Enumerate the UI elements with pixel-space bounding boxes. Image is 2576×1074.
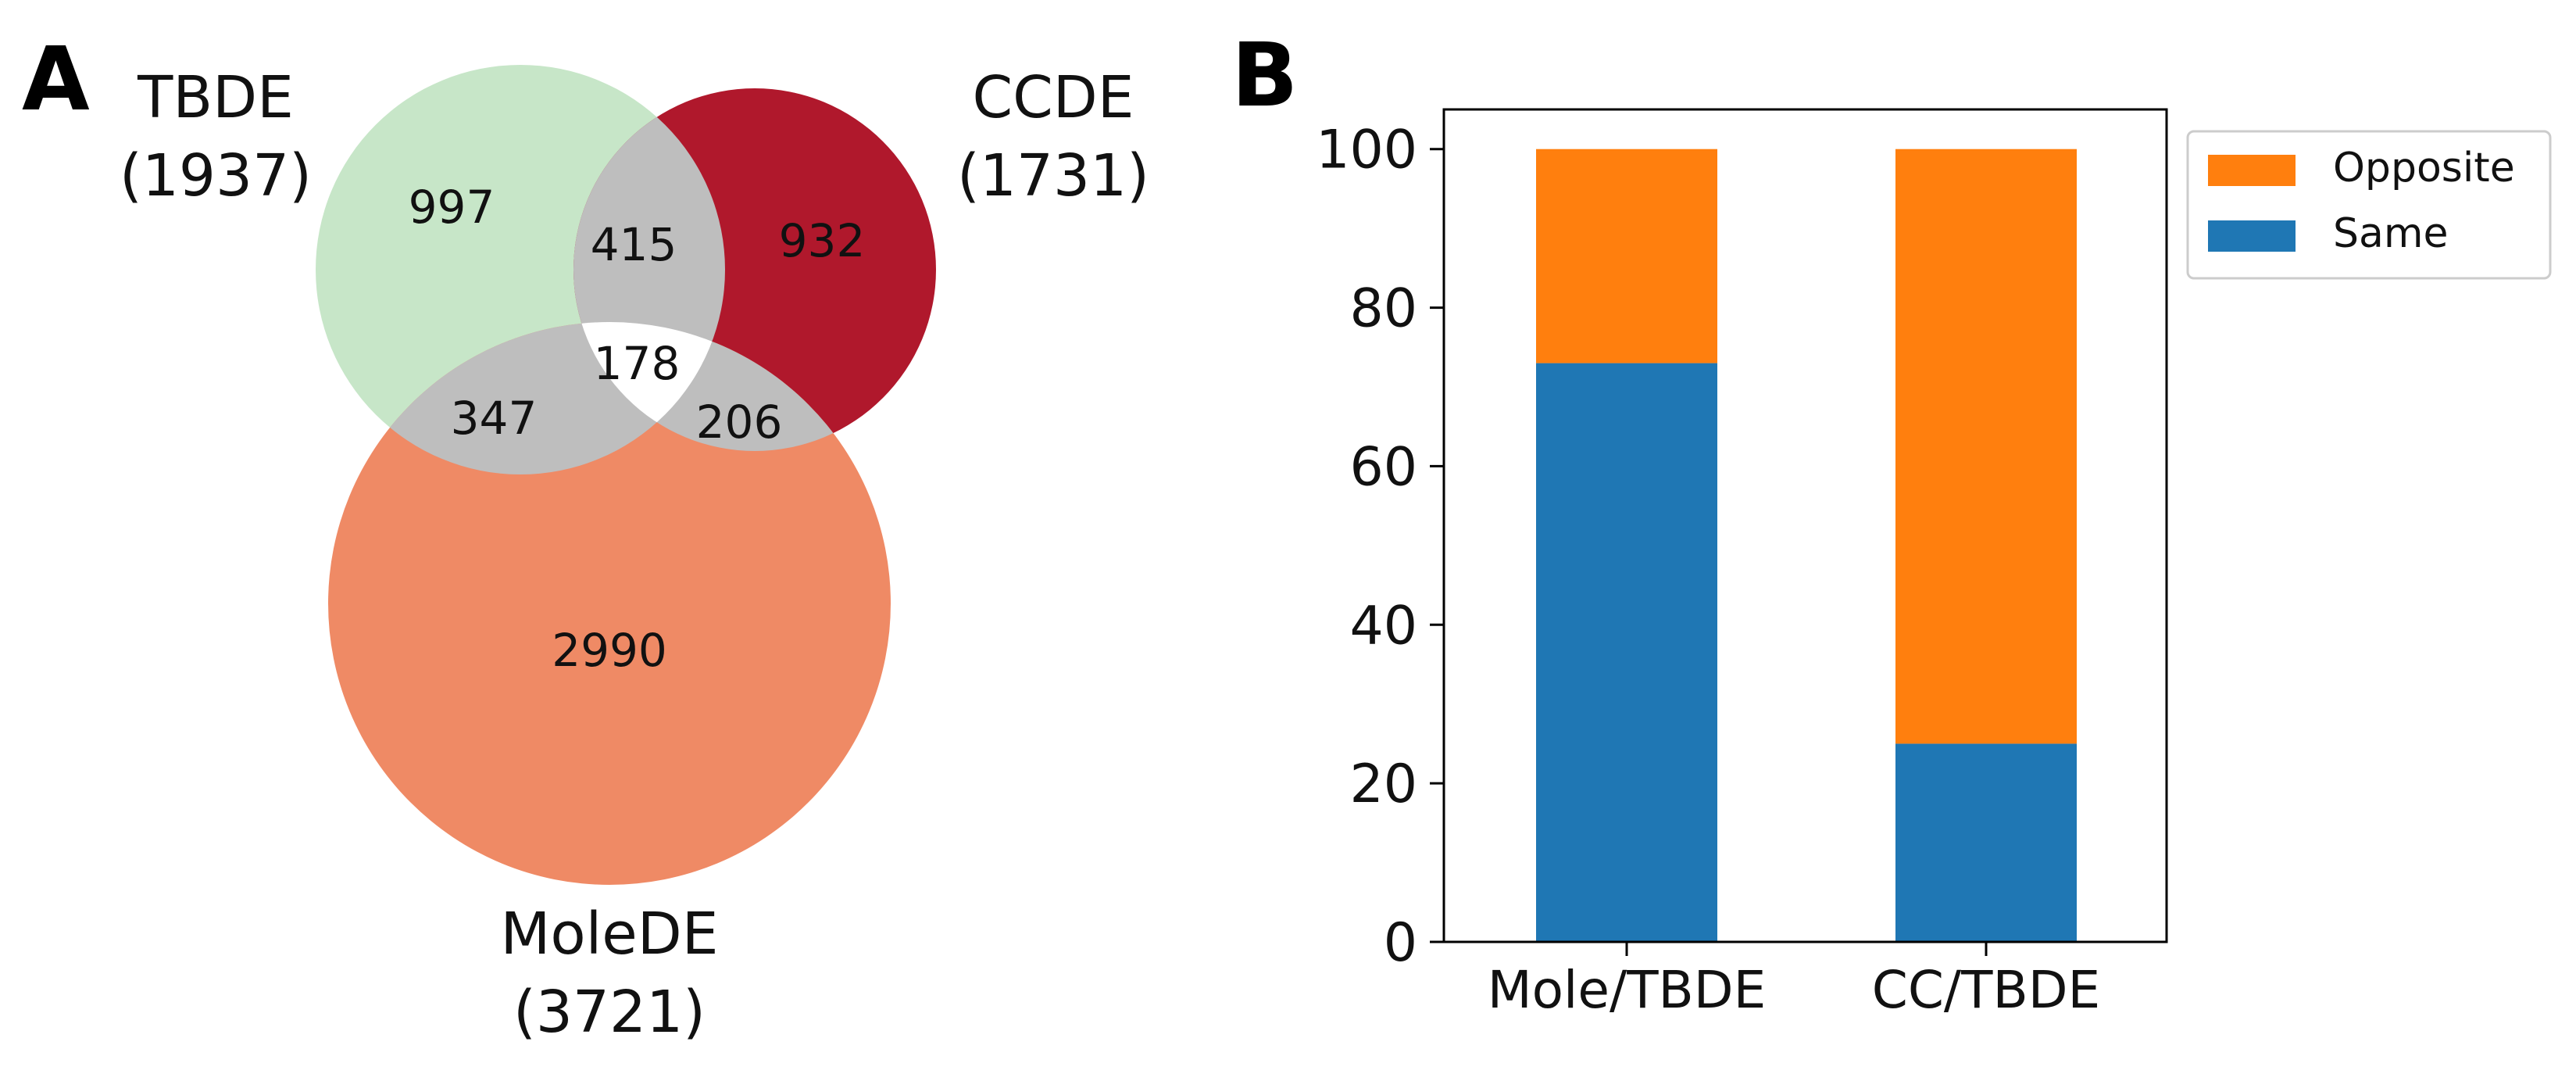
y-axis: 0 20 40 60 80 100 (1316, 120, 1444, 974)
region-mole-only: 2990 (552, 624, 667, 677)
y-tick-label: 80 (1349, 278, 1417, 340)
set-label-tbde: TBDE (137, 64, 294, 131)
region-tbde-ccde: 415 (591, 218, 677, 271)
set-count-mole: (3721) (513, 979, 706, 1046)
panel-label-b: B (1231, 25, 1298, 127)
bar-same-mole-tbde (1536, 363, 1717, 943)
region-ccde-only: 932 (779, 214, 866, 267)
set-count-ccde: (1731) (957, 142, 1149, 209)
region-all-three: 178 (594, 337, 681, 390)
y-tick-label: 60 (1349, 436, 1417, 498)
legend-label-opposite: Opposite (2333, 145, 2515, 192)
plot-frame (1442, 108, 2168, 943)
y-tick-label: 40 (1349, 595, 1417, 657)
bar-panel: B 0 20 40 60 80 100 Mole/TBDE CC/TBDE Opposite… (1231, 25, 2552, 1020)
x-axis: Mole/TBDE CC/TBDE (1488, 942, 2101, 1020)
set-label-mole: MoleDE (501, 900, 719, 968)
bars (1536, 149, 2077, 943)
venn-panel: A TBDE (1937) CCDE (1731) MoleDE (3721) … (22, 29, 1149, 1046)
set-count-tbde: (1937) (120, 142, 312, 209)
region-tbde-mole: 347 (451, 392, 538, 445)
legend-swatch-opposite (2208, 155, 2296, 186)
bar-opposite-mole-tbde (1536, 149, 1717, 363)
region-tbde-only: 997 (409, 181, 495, 234)
y-tick-label: 100 (1316, 120, 1417, 181)
legend: Opposite Same (2186, 130, 2552, 280)
x-tick-label: Mole/TBDE (1488, 960, 1767, 1020)
bar-same-cc-tbde (1895, 743, 2077, 942)
x-tick-label: CC/TBDE (1872, 960, 2101, 1020)
bar-opposite-cc-tbde (1895, 149, 2077, 744)
y-tick-label: 0 (1384, 912, 1417, 974)
set-label-ccde: CCDE (972, 64, 1134, 131)
venn-overlap-tbde-mole (328, 322, 725, 474)
legend-swatch-same (2208, 220, 2296, 252)
legend-label-same: Same (2333, 210, 2449, 257)
region-ccde-mole: 206 (696, 396, 783, 449)
panel-label-a: A (22, 29, 90, 131)
y-tick-label: 20 (1349, 754, 1417, 815)
